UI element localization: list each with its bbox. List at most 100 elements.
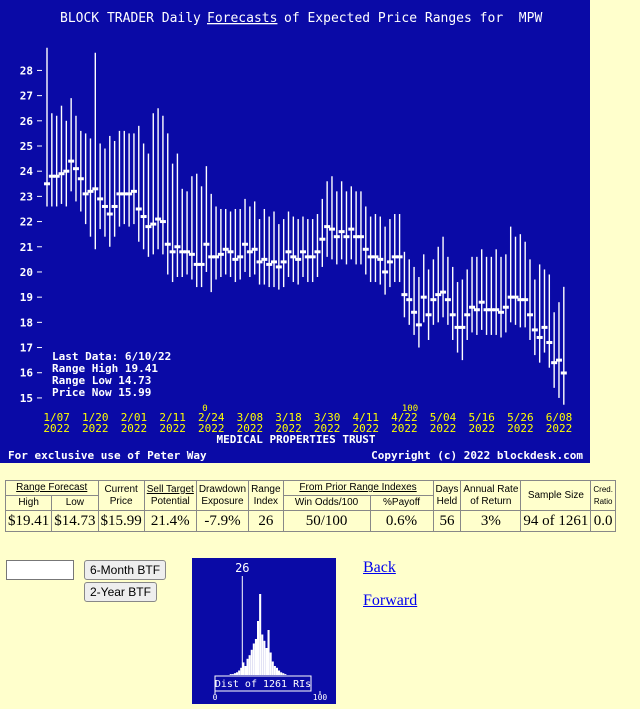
histogram-bar: [259, 594, 262, 675]
y-tick-label: 22: [20, 216, 33, 229]
header-cell: Sample Size: [520, 480, 592, 511]
value-cell: 26: [248, 510, 284, 532]
histogram-bar: [240, 667, 243, 675]
histogram-bar: [244, 666, 247, 675]
value-cell: 56: [432, 510, 462, 532]
value-cell: 50/100: [282, 510, 371, 532]
info-line: Price Now 15.99: [52, 386, 151, 399]
histogram-bar: [261, 634, 264, 675]
header-text: Sample Size: [527, 489, 584, 501]
histogram-bar: [248, 655, 251, 675]
histogram-bar: [284, 674, 287, 675]
x-tick-label: 1/20: [82, 411, 109, 424]
chart-title-suffix: of Expected Price Ranges for MPW: [284, 11, 542, 26]
header-text: Range: [251, 483, 281, 495]
header-text: Days: [435, 483, 459, 495]
histogram-label: Dist of 1261 RIs: [215, 679, 311, 690]
x-tick-year: 2022: [198, 422, 225, 435]
header-cell: Drawdown Exposure: [195, 480, 250, 511]
x-tick-year: 2022: [391, 422, 418, 435]
ticker-input[interactable]: [6, 560, 74, 580]
info-line: Range Low 14.73: [52, 374, 151, 387]
hist-tick-label: 0: [213, 693, 218, 702]
histogram-bar: [267, 630, 270, 675]
index-scale-high: 100: [402, 404, 418, 414]
header-text: Held: [436, 495, 458, 507]
histogram-bar: [275, 667, 278, 675]
histogram-bar: [263, 640, 266, 675]
histogram-bar: [271, 661, 274, 675]
x-tick-label: 5/04: [430, 411, 457, 424]
subheader-cell: High: [4, 495, 53, 511]
header-text: Potential: [150, 495, 190, 507]
header-text: Cred.: [593, 484, 613, 494]
header-cell: Annual Rate of Return: [460, 480, 522, 511]
index-scale-low: 0: [202, 404, 207, 414]
histogram-bar: [252, 643, 255, 675]
header-cell: Range Index: [248, 480, 284, 511]
hist-tick-label: 100: [313, 693, 328, 702]
value-cell: $14.73: [51, 510, 99, 532]
x-tick-year: 2022: [353, 422, 380, 435]
value-cell: $15.99: [97, 510, 145, 532]
x-tick-year: 2022: [159, 422, 186, 435]
header-cell: Cred. Ratio: [590, 480, 616, 511]
histogram-bar: [250, 649, 253, 675]
header-text: Exposure: [201, 495, 244, 507]
value-cell: 3%: [460, 510, 522, 532]
value-cell: 0.6%: [369, 510, 434, 532]
y-tick-label: 17: [20, 342, 33, 355]
x-tick-label: 2/24: [198, 411, 225, 424]
back-link[interactable]: Back: [363, 559, 396, 576]
histogram-bar: [236, 672, 239, 675]
histogram-bar: [265, 648, 268, 675]
x-tick-year: 2022: [237, 422, 264, 435]
histogram-background: [192, 558, 336, 704]
header-text: Drawdown: [198, 483, 247, 495]
y-tick-label: 27: [20, 90, 33, 103]
x-tick-year: 2022: [507, 422, 534, 435]
forecast-chart: BLOCK TRADER Daily Forecasts of Expected…: [0, 0, 590, 463]
value-cell: 21.4%: [143, 510, 197, 532]
histogram-bar: [280, 672, 283, 675]
forecast-table: Range Forecast Current Price Sell Target P…: [4, 480, 616, 532]
x-tick-label: 1/07: [43, 411, 70, 424]
index-histogram: Dist of 1261 RIs 26 0 100: [192, 558, 336, 704]
x-tick-label: 5/16: [468, 411, 495, 424]
y-tick-label: 19: [20, 291, 33, 304]
six-month-button[interactable]: 6-Month BTF: [84, 560, 167, 580]
subheader-row: High Low Win Odds/100 %Payoff: [4, 495, 616, 511]
header-text: From Prior Range Indexes: [299, 482, 417, 493]
subheader-cell: %Payoff: [369, 495, 434, 511]
info-line: Range High 19.41: [52, 362, 158, 375]
histogram-bar: [233, 673, 236, 675]
x-axis-label: MEDICAL PROPERTIES TRUST: [217, 433, 376, 446]
x-tick-year: 2022: [275, 422, 302, 435]
histogram-bar: [282, 673, 285, 675]
histogram-bar: [273, 666, 276, 675]
x-tick-label: 3/30: [314, 411, 341, 424]
x-tick-label: 3/18: [275, 411, 302, 424]
x-tick-year: 2022: [546, 422, 573, 435]
index-marker-label: 26: [235, 561, 249, 575]
header-cell: From Prior Range Indexes: [282, 480, 434, 496]
header-text: Price: [109, 495, 133, 507]
y-tick-label: 21: [20, 241, 34, 254]
two-year-button[interactable]: 2-Year BTF: [84, 582, 157, 602]
chart-background: [0, 0, 590, 463]
y-tick-label: 28: [20, 64, 33, 77]
forward-link[interactable]: Forward: [363, 592, 418, 609]
y-tick-label: 16: [20, 367, 34, 380]
x-tick-label: 5/26: [507, 411, 534, 424]
histogram-bar: [257, 621, 260, 675]
subheader-cell: Win Odds/100: [282, 495, 371, 511]
value-row: $19.41 $14.73 $15.99 21.4% -7.9% 26 50/1…: [4, 510, 616, 532]
x-tick-label: 3/08: [237, 411, 264, 424]
header-text: Sell Target: [146, 483, 194, 495]
subheader-cell: Low: [51, 495, 99, 511]
x-tick-year: 2022: [82, 422, 109, 435]
y-tick-label: 24: [20, 165, 34, 178]
chart-title-link[interactable]: Forecasts: [207, 11, 277, 26]
header-cell: Sell Target Potential: [143, 480, 197, 511]
